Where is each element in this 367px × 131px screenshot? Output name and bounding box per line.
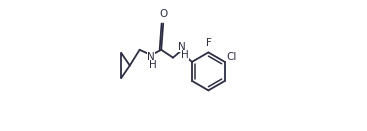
Text: H: H: [149, 61, 157, 70]
Text: N: N: [178, 42, 186, 52]
Text: H: H: [181, 50, 189, 60]
Text: N: N: [147, 52, 155, 62]
Text: F: F: [206, 38, 212, 48]
Text: Cl: Cl: [227, 52, 237, 62]
Text: O: O: [160, 9, 168, 19]
